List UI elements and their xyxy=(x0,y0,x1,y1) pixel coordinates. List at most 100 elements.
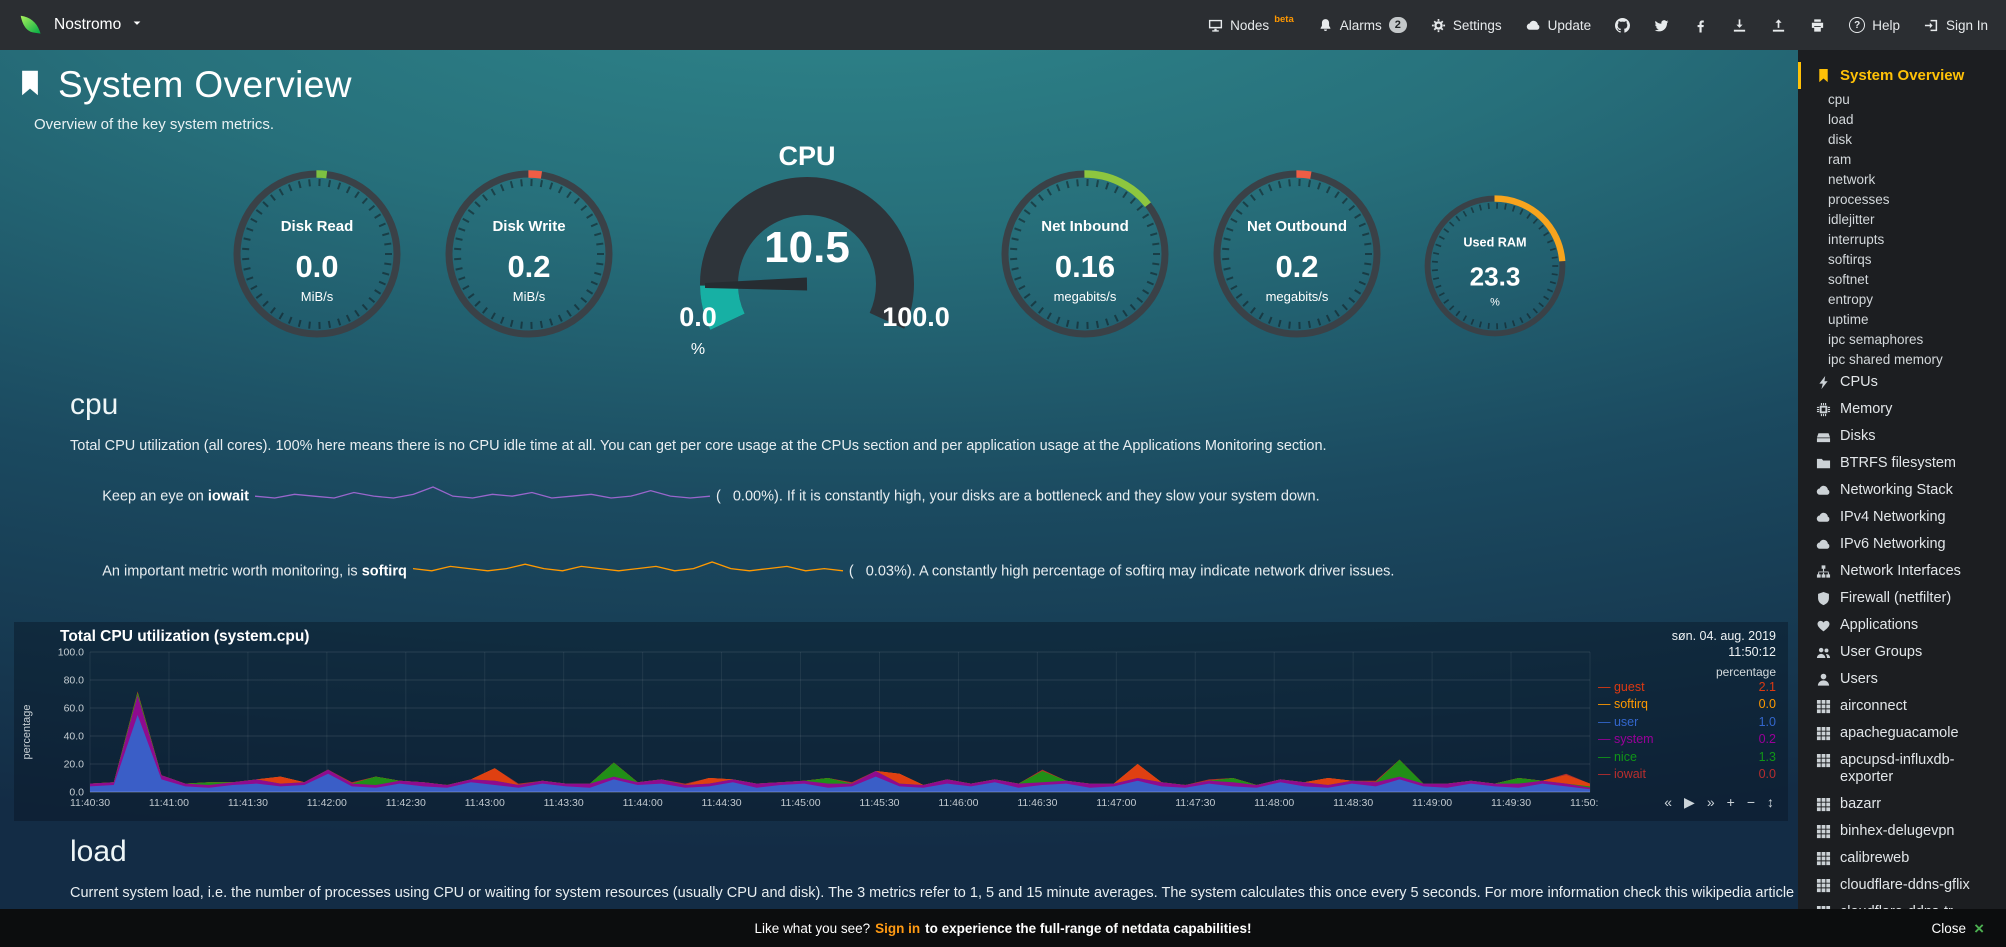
folder-icon xyxy=(1816,458,1831,469)
topbar-nodes-label: Nodes xyxy=(1230,17,1270,33)
cloud-icon xyxy=(1526,20,1540,30)
topbar-nodes[interactable]: Nodes beta xyxy=(1208,14,1294,33)
cpu-chart[interactable]: percentage Total CPU utilization (system.… xyxy=(14,621,1788,821)
topbar-alarms[interactable]: Alarms 2 xyxy=(1318,17,1407,33)
topbar-import[interactable] xyxy=(1732,18,1747,33)
topbar-signin[interactable]: Sign In xyxy=(1924,18,1988,33)
sidebar-item-ipv4-networking[interactable]: IPv4 Networking xyxy=(1798,504,2006,531)
svg-text:11:42:00: 11:42:00 xyxy=(307,797,347,809)
sidebar-item-apcupsd-influxdb-exporter[interactable]: apcupsd-influxdb-exporter xyxy=(1798,747,2006,791)
svg-text:0.0: 0.0 xyxy=(69,786,84,798)
sidebar-subitem-idlejitter[interactable]: idlejitter xyxy=(1828,211,1875,227)
sidebar-item-cpus[interactable]: CPUs xyxy=(1798,369,2006,396)
legend-row-user[interactable]: — user 1.0 xyxy=(1598,714,1776,732)
topbar-facebook[interactable] xyxy=(1693,18,1708,33)
grid-icon xyxy=(1816,878,1831,893)
sidebar-item-airconnect[interactable]: airconnect xyxy=(1798,693,2006,720)
sidebar-subitem-load[interactable]: load xyxy=(1828,111,1854,127)
cloud-icon xyxy=(1816,485,1830,495)
sidebar-item-binhex-delugevpn[interactable]: binhex-delugevpn xyxy=(1798,818,2006,845)
gauge-disk-write[interactable]: Disk Write 0.2 MiB/s xyxy=(440,165,618,348)
pan-backward-button[interactable]: « xyxy=(1664,793,1673,810)
sidebar-subitem-cpu[interactable]: cpu xyxy=(1828,91,1850,107)
sidebar-subitem-ram[interactable]: ram xyxy=(1828,151,1852,167)
sidebar-item-applications[interactable]: Applications xyxy=(1798,612,2006,639)
sidebar-subitem-network[interactable]: network xyxy=(1828,171,1876,187)
sidebar-item-disks[interactable]: Disks xyxy=(1798,423,2006,450)
zoom-out-button[interactable]: − xyxy=(1746,793,1755,810)
zoom-in-button[interactable]: + xyxy=(1726,793,1735,810)
topbar-help[interactable]: ? Help xyxy=(1849,17,1900,33)
sidebar-item-bazarr[interactable]: bazarr xyxy=(1798,791,2006,818)
sidebar-item-user-groups[interactable]: User Groups xyxy=(1798,639,2006,666)
sidebar-item-firewall-netfilter[interactable]: Firewall (netfilter) xyxy=(1798,585,2006,612)
title-row: System Overview xyxy=(16,64,1798,106)
shield-icon xyxy=(1818,591,1829,606)
cpu-gauge[interactable]: CPU 10.5 0.0 100.0% xyxy=(652,141,962,374)
gauge-net-outbound[interactable]: Net Outbound 0.2 megabits/s xyxy=(1208,165,1386,348)
banner-close-button[interactable]: Close × xyxy=(1932,920,1984,937)
legend-row-nice[interactable]: — nice 1.3 xyxy=(1598,749,1776,767)
heart-icon xyxy=(1817,620,1830,632)
legend-row-softirq[interactable]: — softirq 0.0 xyxy=(1598,696,1776,714)
svg-text:60.0: 60.0 xyxy=(64,702,85,714)
sidebar-item-networking-stack[interactable]: Networking Stack xyxy=(1798,477,2006,504)
sidebar-item-label: bazarr xyxy=(1840,796,1882,812)
gauge-value: 0.0 xyxy=(295,249,338,284)
sidebar-subitem-ipc-semaphores[interactable]: ipc semaphores xyxy=(1828,331,1924,347)
topbar-update[interactable]: Update xyxy=(1526,18,1591,33)
main-content: System Overview Overview of the key syst… xyxy=(0,50,1798,947)
svg-text:11:50:00: 11:50:00 xyxy=(1570,797,1598,809)
sidebar-subitem-processes[interactable]: processes xyxy=(1828,191,1890,207)
play-button[interactable]: ▶ xyxy=(1684,793,1695,810)
sidebar-item-network-interfaces[interactable]: Network Interfaces xyxy=(1798,558,2006,585)
banner-pre-text: Like what you see? xyxy=(754,920,871,936)
sidebar-item-system-overview[interactable]: System Overview xyxy=(1798,62,2006,89)
svg-text:11:40:30: 11:40:30 xyxy=(70,797,110,809)
sidebar-subitem-softnet[interactable]: softnet xyxy=(1828,271,1869,287)
topbar-export[interactable] xyxy=(1771,18,1786,33)
gauge-net-inbound[interactable]: Net Inbound 0.16 megabits/s xyxy=(996,165,1174,348)
legend-row-iowait[interactable]: — iowait 0.0 xyxy=(1598,766,1776,784)
brand-menu[interactable]: Nostromo xyxy=(18,12,143,38)
sidebar-item-apacheguacamole[interactable]: apacheguacamole xyxy=(1798,720,2006,747)
page-title: System Overview xyxy=(58,64,352,105)
chart-canvas[interactable]: 0.0 20.0 40.0 60.0 80.0 100.0 11:40:30 11:41:00… xyxy=(40,646,1610,812)
legend-row-guest[interactable]: — guest 2.1 xyxy=(1598,679,1776,697)
cpu-desc-line2-pre: Keep an eye on xyxy=(102,488,208,505)
sidebar-item-cloudflare-ddns-gflix[interactable]: cloudflare-ddns-gflix xyxy=(1798,872,2006,899)
sidebar-subitem-disk[interactable]: disk xyxy=(1828,131,1853,147)
signin-icon xyxy=(1924,19,1938,31)
sidebar-subitem-uptime[interactable]: uptime xyxy=(1828,311,1869,327)
sidebar-subitem-interrupts[interactable]: interrupts xyxy=(1828,231,1885,247)
banner-signin-link[interactable]: Sign in xyxy=(875,920,921,936)
sidebar-item-btrfs-filesystem[interactable]: BTRFS filesystem xyxy=(1798,450,2006,477)
page-subtitle: Overview of the key system metrics. xyxy=(34,116,275,133)
topbar-print[interactable] xyxy=(1810,18,1825,33)
topbar-github[interactable] xyxy=(1615,17,1631,33)
legend-row-system[interactable]: — system 0.2 xyxy=(1598,731,1776,749)
sidebar-subitem-ipc-shared-memory[interactable]: ipc shared memory xyxy=(1828,351,1943,367)
gauge-disk-read[interactable]: Disk Read 0.0 MiB/s xyxy=(228,165,406,348)
legend-unit-header: percentage xyxy=(1715,664,1776,679)
sidebar-item-ipv6-networking[interactable]: IPv6 Networking xyxy=(1798,531,2006,558)
cpu-description: Total CPU utilization (all cores). 100% … xyxy=(70,434,1798,610)
gauge-used-ram[interactable]: Used RAM 23.3% xyxy=(1420,191,1570,346)
softirq-sparkline xyxy=(412,559,843,584)
sidebar-subitem-softirqs[interactable]: softirqs xyxy=(1828,251,1872,267)
gauge-dial: Net Outbound 0.2 megabits/s xyxy=(1213,170,1381,338)
resize-handle[interactable]: ↕ xyxy=(1767,793,1774,810)
gauge-value: 0.2 xyxy=(507,249,550,284)
sidebar-item-memory[interactable]: Memory xyxy=(1798,396,2006,423)
gauge-value: 23.3 xyxy=(1470,261,1521,291)
sidebar-item-calibreweb[interactable]: calibreweb xyxy=(1798,845,2006,872)
sidebar-subitem-entropy[interactable]: entropy xyxy=(1828,291,1874,307)
topbar-settings[interactable]: Settings xyxy=(1431,18,1502,33)
gauge-dial: Disk Read 0.0 MiB/s xyxy=(233,170,401,338)
banner-post-text: to experience the full-range of netdata … xyxy=(925,920,1252,936)
gauge-unit: megabits/s xyxy=(1266,289,1329,304)
pan-forward-button[interactable]: » xyxy=(1706,793,1715,810)
sidebar-item-users[interactable]: Users xyxy=(1798,666,2006,693)
topbar-twitter[interactable] xyxy=(1654,18,1669,33)
cpu-gauge-value: 10.5 xyxy=(764,223,850,272)
